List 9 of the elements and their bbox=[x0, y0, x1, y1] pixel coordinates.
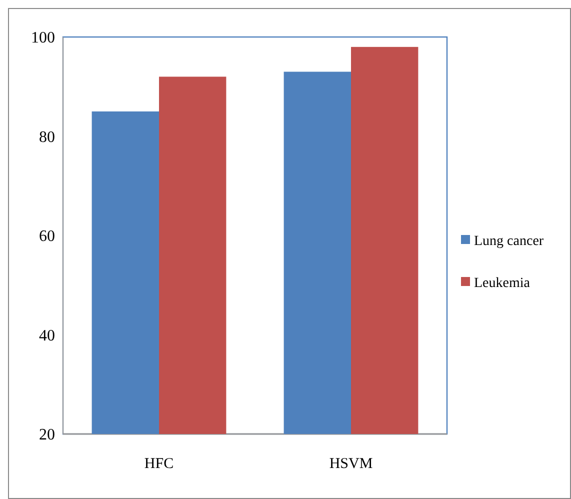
y-tick-label: 40 bbox=[39, 327, 55, 344]
x-tick-label: HSVM bbox=[329, 456, 373, 472]
legend-label: Lung cancer bbox=[474, 234, 544, 249]
y-tick-label: 20 bbox=[39, 426, 55, 444]
legend-label: Leukemia bbox=[474, 276, 531, 291]
y-tick-label: 80 bbox=[39, 128, 55, 146]
y-tick-label: 60 bbox=[39, 228, 55, 246]
y-tick-label: 100 bbox=[31, 30, 55, 47]
x-tick-label: HFC bbox=[144, 456, 174, 472]
